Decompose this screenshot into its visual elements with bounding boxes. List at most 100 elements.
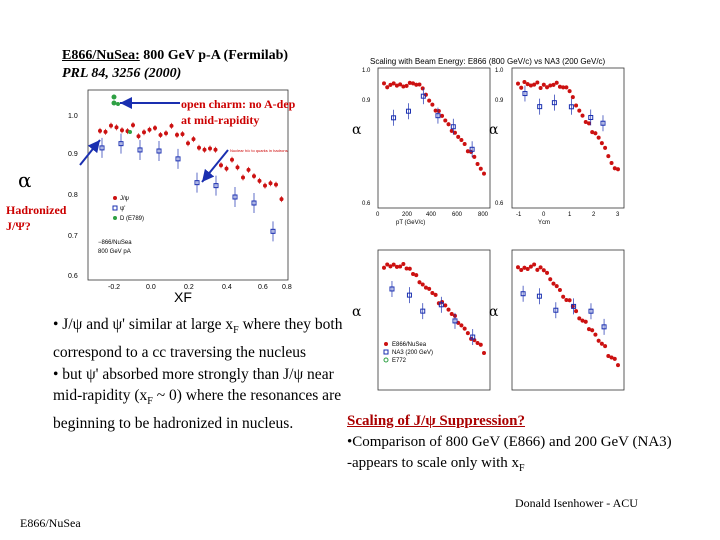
xtick-label: -0.2	[108, 284, 120, 291]
legend-marker-red	[384, 342, 388, 346]
xtick-label: 0.0	[146, 284, 156, 291]
data-point-e866	[417, 82, 422, 87]
data-point-e866	[586, 121, 591, 126]
legend-marker-blue	[112, 205, 118, 211]
data-point-e866	[586, 327, 591, 332]
data-point-na3	[452, 318, 458, 324]
data-point-e866	[446, 122, 451, 127]
data-point-e866	[430, 102, 435, 107]
data-point-e866	[612, 166, 617, 171]
data-point-jpsi	[191, 137, 196, 142]
scaling-summary: Scaling of J/ψ Suppression? •Comparison …	[347, 411, 677, 479]
data-point-na3	[537, 104, 543, 110]
data-point-e866	[436, 109, 441, 114]
data-point-e866	[401, 84, 406, 89]
reference-title: E866/NuSea: 800 GeV p-A (Fermilab)	[62, 48, 288, 64]
data-point-e866	[583, 319, 588, 324]
data-point-e866	[385, 85, 390, 90]
data-point-na3	[520, 291, 526, 297]
data-point-e866	[427, 286, 432, 291]
data-point-e866	[548, 83, 553, 88]
data-point-e866	[541, 82, 546, 87]
data-point-e866	[414, 273, 419, 278]
experiment-name: E866/NuSea:	[62, 48, 140, 63]
data-point-e866	[593, 131, 598, 136]
data-point-e866	[394, 264, 399, 269]
data-point-e866	[420, 86, 425, 91]
data-point-psiprime	[175, 156, 181, 162]
data-point-e866	[616, 363, 620, 368]
hadronized-label: Hadronized J/Ψ?	[6, 202, 66, 234]
data-point-e866	[449, 311, 454, 316]
data-point-e866	[459, 323, 464, 328]
xtick-label: 200	[402, 212, 413, 218]
data-point-e866	[554, 80, 559, 85]
callout-arrow	[201, 149, 229, 183]
data-point-e866	[522, 80, 527, 85]
xtick-label: 0.6	[258, 284, 268, 291]
xtick-label: 400	[426, 212, 437, 218]
callout-line: at mid-rapidity	[181, 113, 260, 127]
panel-top-left	[377, 67, 491, 209]
xtick-label: 0	[542, 212, 546, 218]
scaling-heading: Scaling of J/ψ Suppression?	[347, 413, 526, 429]
data-point-e866	[404, 83, 409, 88]
data-point-e866	[427, 98, 432, 103]
data-point-e866	[580, 318, 585, 323]
data-point-e866	[472, 154, 477, 159]
data-point-e866	[577, 108, 582, 113]
data-point-e866	[603, 145, 608, 150]
legend-marker-green	[111, 94, 117, 100]
axis-label: pT (GeV/c)	[396, 220, 425, 226]
xtick-label: 800	[478, 212, 489, 218]
data-point-na3	[470, 334, 476, 340]
ytick-label: 0.9	[68, 151, 78, 158]
scaling-plot-grid: 1.0 0.9 0.6 1.0 0.9 0.6 0 200 400 600 80…	[362, 67, 625, 391]
data-point-na3	[420, 93, 426, 99]
data-point-e866	[583, 120, 588, 125]
data-point-psiprime	[137, 147, 143, 153]
data-point-e866	[606, 154, 611, 159]
legend-marker-green	[383, 357, 389, 363]
data-point-e866	[420, 282, 425, 287]
data-point-jpsi	[114, 125, 119, 130]
data-point-na3	[391, 115, 397, 121]
data-point-jpsi	[175, 132, 179, 137]
data-point-e866	[564, 298, 569, 303]
data-point-e866	[532, 82, 537, 87]
scaling-text: •Comparison of 800 GeV (E866) and 200 Ge…	[347, 434, 672, 471]
data-point-e866	[385, 262, 390, 267]
data-point-e866	[456, 134, 461, 139]
data-point-e866	[557, 287, 562, 292]
ytick-label: 0.9	[495, 98, 504, 104]
alpha-label-top-right: α	[489, 122, 499, 138]
data-point-e866	[528, 83, 533, 88]
ytick-label: 0.8	[68, 192, 78, 199]
data-point-na3	[438, 302, 444, 308]
data-point-jpsi	[158, 132, 163, 137]
left-xf-label: XF	[174, 289, 192, 305]
left-alpha-vs-xf-plot: 1.0 0.9 0.8 0.7 0.6 -0.2 0.0 0.2 0.4 0.6…	[68, 89, 292, 291]
data-point-e866	[516, 81, 520, 86]
bullet-text: • J/ψ and ψ' similar at large xF where t…	[53, 314, 343, 435]
data-point-e866	[391, 81, 396, 86]
data-point-na3	[588, 308, 594, 314]
data-point-e866	[519, 85, 524, 90]
data-point-e866	[545, 85, 550, 90]
data-point-na3	[420, 308, 426, 314]
data-point-e866	[394, 83, 399, 88]
data-point-na3	[389, 286, 395, 292]
data-point-e866	[407, 266, 412, 271]
data-point-na3	[405, 108, 411, 114]
bullet-text-part: • but ψ' absorbed more strongly than J/ψ…	[53, 365, 334, 405]
data-point-e866	[577, 316, 582, 321]
data-point-charm	[128, 130, 132, 134]
data-point-e866	[482, 171, 486, 176]
data-point-na3	[406, 292, 412, 298]
data-point-e866	[433, 108, 438, 113]
data-point-jpsi	[169, 123, 174, 128]
legend-caption: −866/NuSea	[98, 240, 132, 246]
data-point-e866	[423, 285, 428, 290]
legend-entry: E866/NuSea	[392, 342, 427, 348]
data-point-e866	[516, 265, 520, 270]
